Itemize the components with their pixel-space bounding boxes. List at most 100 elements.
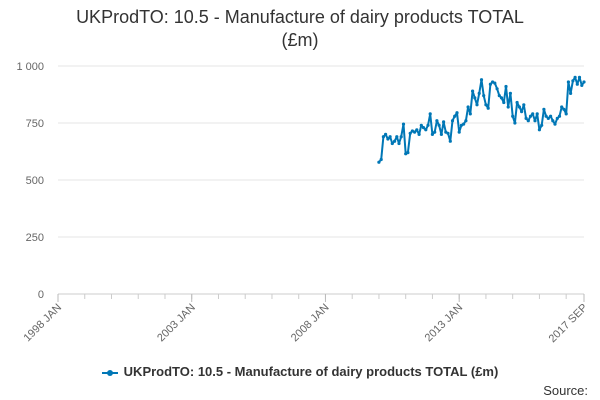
- data-point: [468, 112, 472, 116]
- data-point: [573, 75, 577, 79]
- data-point: [553, 122, 557, 126]
- data-point: [424, 128, 428, 132]
- data-point: [502, 100, 506, 105]
- chart-title: UKProdTO: 10.5 - Manufacture of dairy pr…: [0, 6, 600, 52]
- data-point: [511, 114, 515, 118]
- data-point: [482, 94, 486, 98]
- data-point: [437, 123, 441, 127]
- data-point: [497, 94, 501, 98]
- data-point: [495, 87, 499, 91]
- data-point: [555, 116, 559, 120]
- data-point: [544, 114, 548, 118]
- data-point: [526, 119, 530, 123]
- data-point: [406, 151, 410, 155]
- data-point: [575, 82, 579, 86]
- data-point: [546, 116, 550, 120]
- data-point: [531, 112, 535, 116]
- data-point: [457, 130, 461, 134]
- source-label: Source:: [543, 383, 588, 398]
- data-point: [415, 128, 419, 132]
- data-point: [515, 100, 519, 105]
- data-point: [388, 135, 392, 139]
- data-point: [442, 120, 446, 124]
- data-point: [417, 132, 421, 136]
- legend[interactable]: UKProdTO: 10.5 - Manufacture of dairy pr…: [0, 364, 600, 379]
- y-tick-label: 750: [26, 118, 44, 130]
- data-point: [504, 84, 508, 89]
- data-point: [513, 121, 517, 125]
- data-point: [386, 137, 390, 141]
- data-point: [433, 130, 437, 134]
- data-point: [566, 80, 571, 84]
- data-point: [464, 119, 468, 123]
- chart-title-line1: UKProdTO: 10.5 - Manufacture of dairy pr…: [76, 7, 524, 27]
- data-point: [551, 119, 555, 123]
- data-point: [484, 103, 488, 107]
- x-axis: 1998 JAN 2003 JAN 2008 JAN 2013 JAN 2017 SEP: [21, 294, 590, 345]
- data-point: [408, 131, 412, 135]
- data-point: [549, 114, 553, 118]
- data-point: [471, 89, 475, 93]
- data-point: [473, 96, 477, 100]
- data-point: [524, 116, 528, 120]
- data-point: [426, 123, 430, 127]
- data-point: [520, 110, 524, 114]
- data-point: [395, 135, 399, 139]
- data-point: [379, 157, 383, 162]
- data-point: [384, 132, 388, 136]
- x-tick-label: 2008 JAN: [289, 302, 332, 345]
- y-tick-label: 250: [26, 232, 44, 244]
- data-point: [475, 103, 479, 107]
- data-point: [479, 78, 484, 82]
- data-point: [390, 141, 394, 146]
- data-point: [571, 79, 575, 83]
- chart-title-line2: (£m): [281, 30, 319, 50]
- x-tick-label: 2013 JAN: [423, 302, 466, 345]
- data-point: [435, 119, 439, 123]
- y-tick-label: 1 000: [16, 61, 44, 73]
- data-point: [488, 82, 492, 86]
- data-point: [506, 105, 510, 109]
- data-point: [540, 123, 544, 127]
- data-point: [393, 139, 397, 143]
- data-point: [499, 96, 504, 100]
- data-point: [486, 106, 490, 110]
- data-point: [397, 141, 401, 146]
- x-tick-label: 2003 JAN: [155, 302, 198, 345]
- data-point: [466, 105, 470, 109]
- data-point: [522, 103, 526, 107]
- data-point: [533, 119, 537, 123]
- data-point: [582, 80, 586, 84]
- data-point: [421, 126, 426, 130]
- data-point: [560, 105, 564, 109]
- data-point: [462, 122, 466, 126]
- data-point: [430, 132, 434, 136]
- legend-label: UKProdTO: 10.5 - Manufacture of dairy pr…: [123, 364, 499, 379]
- data-point: [381, 135, 385, 139]
- legend-swatch-icon: [101, 369, 118, 376]
- data-point: [413, 130, 417, 134]
- data-point: [535, 112, 539, 116]
- data-point: [446, 131, 450, 135]
- data-point: [448, 139, 452, 143]
- data-point: [580, 83, 584, 87]
- grid-lines: [58, 65, 584, 295]
- x-tick-label: 2017 SEP: [547, 302, 591, 346]
- data-point: [428, 112, 432, 116]
- data-point: [419, 123, 423, 127]
- data-point: [508, 91, 512, 95]
- x-tick-label: 1998 JAN: [21, 302, 64, 345]
- y-tick-label: 500: [26, 175, 44, 187]
- data-point: [564, 112, 568, 116]
- data-point: [577, 75, 582, 79]
- data-point: [453, 114, 457, 118]
- data-point: [517, 105, 522, 109]
- data-point: [493, 81, 497, 85]
- data-point: [562, 107, 566, 111]
- data-point: [401, 122, 406, 126]
- data-point: [569, 91, 573, 95]
- data-point: [537, 128, 542, 132]
- data-point: [399, 135, 403, 139]
- data-point: [557, 114, 562, 118]
